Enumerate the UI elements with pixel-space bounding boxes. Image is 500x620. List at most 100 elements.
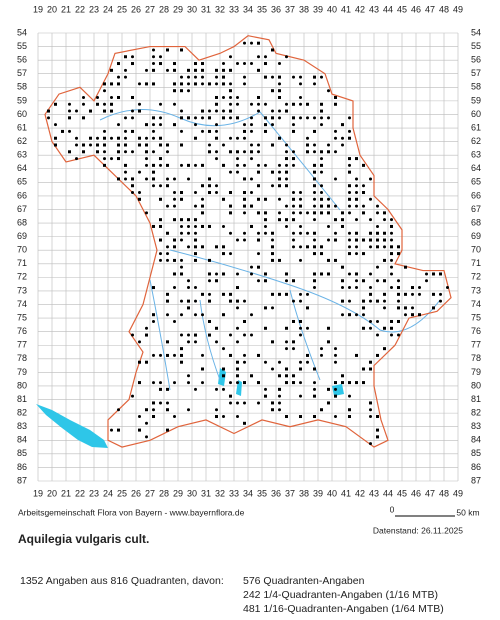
marker [341,279,344,283]
marker [299,197,302,201]
marker [180,109,183,113]
marker [327,387,330,391]
marker [138,170,141,174]
marker [271,89,274,93]
marker [334,129,337,133]
marker [369,415,372,419]
marker [215,129,218,133]
marker [320,272,323,276]
marker [180,313,183,317]
marker [152,68,155,72]
marker [376,353,379,357]
marker [243,421,246,425]
column-label: 27 [145,4,155,14]
row-label: 67 [17,204,27,214]
row-label: 62 [471,136,481,146]
marker [187,89,190,93]
marker [173,82,176,86]
marker [187,299,190,303]
marker [313,381,316,385]
marker [117,177,120,181]
marker [250,129,253,133]
marker [376,265,379,269]
marker [110,82,113,86]
marker [201,353,204,357]
marker [236,415,239,419]
marker [173,381,176,385]
marker [194,136,197,140]
marker [285,184,288,188]
marker [180,197,183,201]
marker [208,150,211,154]
marker [320,191,323,195]
marker [187,245,190,249]
marker [355,313,358,317]
marker [54,123,57,127]
marker [187,218,190,222]
marker [152,82,155,86]
marker [299,258,302,262]
marker [383,326,386,330]
marker [229,191,232,195]
marker [250,333,253,337]
marker [215,157,218,161]
marker [68,150,71,154]
marker [292,347,295,351]
marker [334,150,337,154]
marker [236,163,239,167]
river [169,249,441,333]
marker [138,428,141,432]
marker [320,123,323,127]
marker [369,360,372,364]
grid-labels: 19 19 20 20 21 21 22 22 23 23 24 24 25 25 26 26 27 27 28 28… [17,4,481,498]
marker [313,387,316,391]
marker [257,279,260,283]
marker [334,102,337,106]
marker [152,313,155,317]
row-label: 69 [17,231,27,241]
marker [117,157,120,161]
marker [243,150,246,154]
marker [82,102,85,106]
row-label: 57 [17,68,27,78]
marker [180,231,183,235]
marker [243,353,246,357]
marker [229,381,232,385]
marker [243,333,246,337]
marker [292,123,295,127]
count-line: 576 Quadranten-Angaben [243,575,365,587]
marker [250,191,253,195]
marker [383,292,386,296]
marker [103,143,106,147]
marker [215,95,218,99]
marker [313,82,316,86]
marker [152,129,155,133]
marker [208,272,211,276]
marker [159,116,162,120]
marker [250,123,253,127]
marker [299,319,302,323]
marker [222,109,225,113]
marker [327,238,330,242]
marker [194,252,197,256]
column-label: 43 [369,488,379,498]
marker [355,353,358,357]
marker [425,279,428,283]
marker [173,238,176,242]
marker [222,245,225,249]
marker [208,224,211,228]
marker [327,272,330,276]
marker [257,102,260,106]
marker [446,286,449,290]
row-label: 65 [17,177,27,187]
column-label: 36 [271,4,281,14]
marker [313,177,316,181]
marker [166,68,169,72]
marker [369,218,372,222]
column-label: 32 [215,488,225,498]
marker [124,55,127,59]
marker [187,286,190,290]
marker [215,326,218,330]
marker [299,231,302,235]
marker [383,299,386,303]
